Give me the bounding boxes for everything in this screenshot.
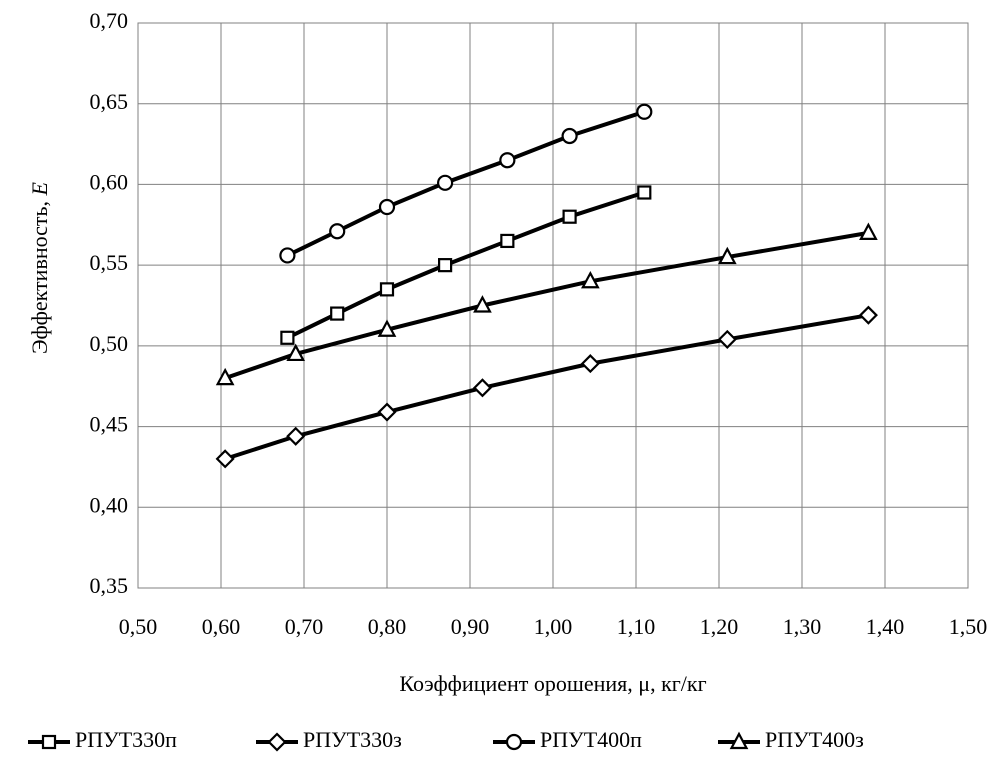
data-point (500, 233, 515, 249)
x-tick-label: 0,80 (368, 614, 407, 639)
legend: РПУТ330п РПУТ330з РПУТ400п РПУТ400з (28, 727, 864, 752)
legend-item: РПУТ400п (493, 727, 642, 752)
y-tick-label: 0,65 (90, 89, 129, 114)
triangle-icon (729, 731, 749, 750)
y-tick-labels: 0,35 0,40 0,45 0,50 0,55 0,60 0,65 0,70 (90, 8, 129, 598)
data-point (859, 222, 878, 240)
x-tick-label: 0,70 (285, 614, 324, 639)
y-tick-label: 0,40 (90, 492, 129, 517)
x-tick-label: 1,10 (617, 614, 656, 639)
x-tick-label: 0,90 (451, 614, 490, 639)
data-point (377, 319, 397, 337)
legend-item: РПУТ330з (256, 727, 402, 752)
series-2 (215, 305, 878, 469)
plot-area (137, 22, 969, 589)
x-tick-label: 1,50 (949, 614, 988, 639)
data-point (215, 449, 235, 469)
data-point (717, 246, 737, 265)
x-tick-label: 1,40 (866, 614, 905, 639)
y-tick-label: 0,45 (90, 412, 129, 437)
data-point (329, 223, 346, 240)
data-point (562, 209, 577, 224)
data-point (279, 247, 296, 264)
legend-label: РПУТ400п (540, 727, 642, 752)
y-tick-label: 0,50 (90, 331, 129, 356)
data-point (472, 378, 493, 398)
data-point (215, 367, 235, 386)
legend-label: РПУТ400з (765, 727, 864, 752)
series-layer (215, 103, 878, 469)
legend-item: РПУТ400з (718, 727, 864, 752)
series-4 (215, 222, 878, 386)
series-line (224, 230, 869, 381)
data-point (717, 329, 737, 349)
y-axis-title: Эффективность, E (27, 181, 52, 354)
data-point (636, 103, 653, 120)
legend-label: РПУТ330з (303, 727, 402, 752)
data-point (437, 174, 454, 191)
data-point (561, 127, 578, 145)
series-3 (279, 103, 653, 264)
diamond-icon (267, 732, 287, 752)
data-point (377, 402, 397, 422)
data-point (473, 295, 492, 313)
legend-label: РПУТ330п (75, 727, 177, 752)
data-point (379, 282, 395, 297)
plot-border (137, 22, 969, 589)
circle-icon (505, 733, 523, 751)
grid (137, 22, 969, 589)
y-tick-label: 0,55 (90, 250, 129, 275)
x-tick-label: 0,60 (202, 614, 241, 639)
data-point (637, 185, 652, 200)
x-tick-label: 1,00 (534, 614, 573, 639)
y-tick-label: 0,70 (90, 8, 129, 33)
x-tick-label: 0,50 (119, 614, 158, 639)
x-tick-label: 1,30 (783, 614, 822, 639)
data-point (378, 198, 396, 216)
data-point (438, 258, 453, 273)
series-line (224, 313, 869, 461)
data-point (581, 270, 600, 289)
data-point (580, 354, 600, 374)
data-point (330, 306, 345, 321)
data-point (286, 343, 306, 362)
x-tick-labels: 0,50 0,60 0,70 0,80 0,90 1,00 1,10 1,20 1,30 1,40… (119, 614, 988, 639)
legend-item: РПУТ330п (28, 727, 177, 752)
data-point (286, 426, 306, 446)
data-point (499, 152, 516, 169)
x-tick-label: 1,20 (700, 614, 739, 639)
y-tick-label: 0,60 (90, 169, 129, 194)
square-icon (41, 734, 57, 750)
y-tick-label: 0,35 (90, 573, 129, 598)
data-point (858, 305, 878, 325)
x-axis-title: Коэффициент орошения, μ, кг/кг (399, 671, 706, 696)
series-1 (280, 185, 652, 345)
data-point (280, 330, 295, 345)
